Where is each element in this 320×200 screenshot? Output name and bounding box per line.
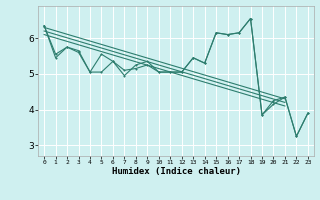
- X-axis label: Humidex (Indice chaleur): Humidex (Indice chaleur): [111, 167, 241, 176]
